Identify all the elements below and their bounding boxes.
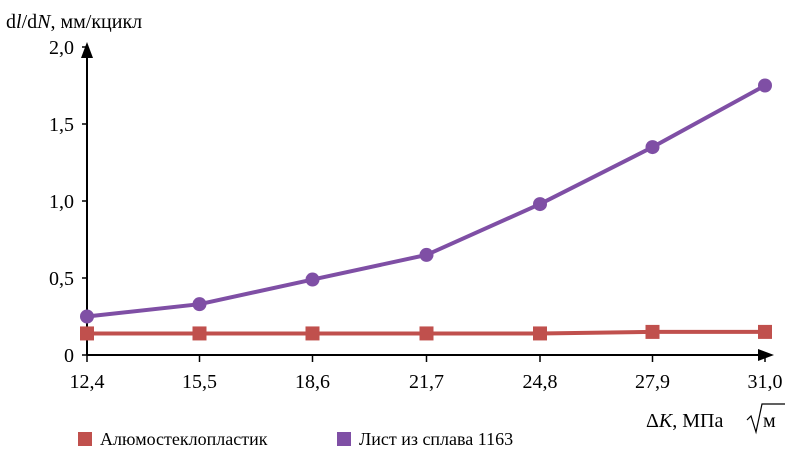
x-tick-label: 27,9 (635, 371, 670, 393)
data-point-square (645, 324, 660, 339)
data-point-square (305, 326, 320, 341)
x-tick-label: 12,4 (70, 371, 105, 393)
x-tick-label: 24,8 (523, 371, 558, 393)
x-axis-label-sqrt-arg: м (763, 410, 776, 432)
series-line-1 (86, 83, 766, 319)
y-axis-label: dl/dN, мм/кцикл (6, 11, 142, 33)
data-point-circle (305, 272, 320, 287)
x-ticks: 12,4 15,5 18,6 21,7 24,8 27,9 31,0 (70, 355, 783, 393)
y-tick-label: 1,5 (49, 114, 74, 136)
y-tick-label: 1,0 (49, 191, 74, 213)
legend-label-alumoglass: Алюмостеклопластик (100, 429, 268, 449)
x-tick-label: 21,7 (409, 371, 444, 393)
x-tick-label: 15,5 (182, 371, 217, 393)
legend-swatch-alumoglass (78, 432, 92, 446)
data-point-circle (419, 247, 434, 262)
y-tick-label: 2,0 (49, 37, 74, 59)
series-layer (80, 78, 772, 341)
x-tick-label: 18,6 (295, 371, 330, 393)
data-point-circle (192, 297, 207, 312)
y-tick-label: 0,5 (49, 268, 74, 290)
data-point-square (419, 326, 434, 341)
y-tick-label: 0 (64, 345, 74, 367)
data-point-square (192, 326, 207, 341)
legend: Алюмостеклопластик Лист из сплава 1163 (78, 429, 513, 449)
data-point-square (80, 326, 94, 341)
x-axis-label: ΔK, МПа (646, 410, 723, 432)
sqrt-symbol (746, 403, 785, 435)
legend-swatch-alloy-1163 (337, 432, 351, 446)
x-axis-arrow (758, 349, 774, 361)
data-point-circle (758, 78, 772, 93)
y-axis-arrow (81, 42, 93, 58)
y-ticks: 0 0,5 1,0 1,5 2,0 (49, 37, 87, 367)
data-point-square (758, 324, 772, 339)
data-point-square (533, 326, 547, 341)
legend-label-alloy-1163: Лист из сплава 1163 (359, 429, 513, 449)
data-point-circle (533, 197, 547, 212)
data-point-circle (645, 140, 660, 155)
data-point-circle (80, 309, 94, 324)
x-tick-label: 31,0 (748, 371, 783, 393)
